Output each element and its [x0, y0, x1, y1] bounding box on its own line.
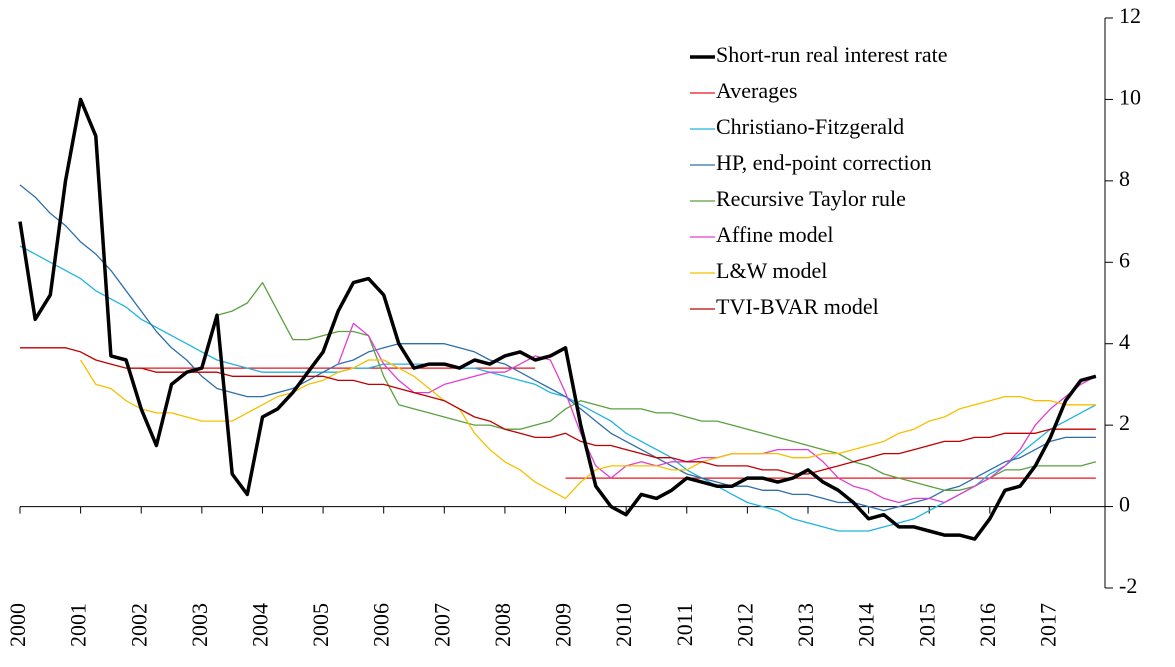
x-tick-label: 2014: [854, 603, 879, 647]
x-tick-label: 2006: [369, 603, 394, 647]
series-line: [19, 245, 1097, 532]
legend-label: Christiano-Fitzgerald: [716, 114, 904, 139]
series-line: [19, 184, 1096, 512]
series-line: [18, 97, 1097, 541]
x-tick-label: 2007: [429, 603, 454, 647]
x-tick-label: 2003: [187, 603, 212, 647]
x-tick-label: 2012: [732, 603, 757, 647]
x-tick-label: 2002: [126, 603, 151, 647]
y-tick-label: 8: [1119, 166, 1130, 191]
x-tick-label: 2004: [248, 603, 273, 647]
series-line: [126, 367, 1096, 479]
legend-label: Short-run real interest rate: [716, 42, 948, 67]
x-tick-label: 2010: [611, 603, 636, 647]
legend-label: Recursive Taylor rule: [716, 186, 906, 211]
series-line: [20, 347, 1096, 475]
legend-label: HP, end-point correction: [716, 150, 932, 175]
y-tick-label: 0: [1119, 492, 1130, 517]
series-line: [80, 359, 1096, 500]
x-tick-label: 2000: [5, 603, 30, 647]
x-tick-label: 2016: [975, 603, 1000, 647]
legend-label: L&W model: [716, 258, 827, 283]
y-tick-label: 10: [1119, 84, 1141, 109]
legend-label: TVI-BVAR model: [716, 294, 879, 319]
y-tick-label: 12: [1119, 3, 1141, 28]
x-tick-label: 2011: [672, 603, 697, 646]
series-line: [337, 322, 1097, 504]
y-tick-label: 6: [1119, 247, 1130, 272]
legend-label: Affine model: [716, 222, 834, 247]
y-tick-label: -2: [1119, 573, 1137, 598]
x-tick-label: 2005: [308, 603, 333, 647]
x-tick-label: 2015: [914, 603, 939, 647]
y-tick-label: 2: [1119, 410, 1130, 435]
x-tick-label: 2008: [490, 603, 515, 647]
x-tick-label: 2009: [551, 603, 576, 647]
y-tick-label: 4: [1119, 329, 1130, 354]
x-tick-label: 2013: [793, 603, 818, 647]
x-tick-label: 2001: [66, 603, 91, 647]
x-tick-label: 2017: [1035, 603, 1060, 647]
legend-label: Averages: [716, 78, 797, 103]
